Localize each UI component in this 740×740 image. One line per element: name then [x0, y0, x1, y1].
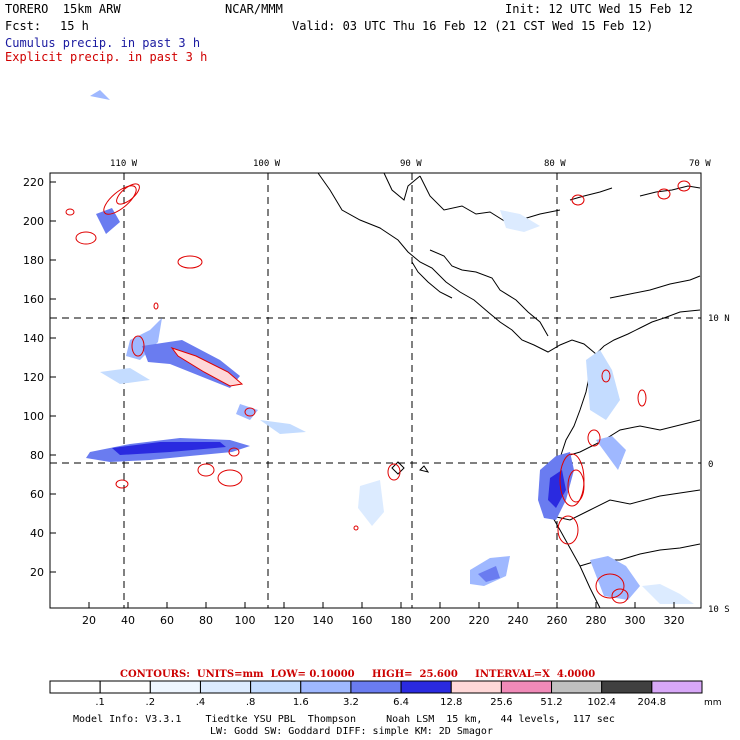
- model-title: TORERO 15km ARW: [5, 2, 121, 16]
- lon-label-80w: 80 W: [544, 159, 566, 169]
- colorbar-label: 102.4: [587, 697, 616, 708]
- svg-text:160: 160: [352, 614, 373, 627]
- svg-text:260: 260: [547, 614, 568, 627]
- colorbar-swatch: [450, 680, 502, 694]
- svg-text:140: 140: [23, 332, 44, 345]
- colorbar-swatch: [250, 680, 302, 694]
- init-time: Init: 12 UTC Wed 15 Feb 12: [505, 2, 693, 16]
- colorbar-unit: mm: [704, 698, 722, 708]
- svg-text:200: 200: [23, 215, 44, 228]
- svg-text:40: 40: [30, 527, 44, 540]
- colorbar-swatch: [551, 680, 603, 694]
- colorbar-label: .8: [246, 697, 256, 708]
- svg-text:240: 240: [508, 614, 529, 627]
- colorbar-swatch: [500, 680, 553, 694]
- svg-text:200: 200: [430, 614, 451, 627]
- colorbar-label: 12.8: [440, 697, 462, 708]
- colorbar-swatch: [99, 680, 151, 694]
- svg-text:320: 320: [664, 614, 685, 627]
- svg-text:160: 160: [23, 293, 44, 306]
- svg-text:180: 180: [23, 254, 44, 267]
- lat-label-10n: 10 N: [708, 314, 730, 324]
- fcst-label: Fcst:: [5, 19, 42, 33]
- colorbar-swatch: [350, 680, 402, 694]
- lon-label-100w: 100 W: [253, 159, 281, 169]
- svg-text:220: 220: [469, 614, 490, 627]
- svg-text:40: 40: [121, 614, 135, 627]
- svg-text:100: 100: [235, 614, 256, 627]
- svg-text:20: 20: [82, 614, 96, 627]
- colorbar-label: 25.6: [490, 697, 512, 708]
- svg-text:120: 120: [23, 371, 44, 384]
- colorbar-swatch: [49, 680, 101, 694]
- colorbar-label: 1.6: [293, 697, 309, 708]
- contours-info: CONTOURS: UNITS=mm LOW= 0.10000 HIGH= 25…: [120, 669, 596, 680]
- svg-text:180: 180: [391, 614, 412, 627]
- svg-text:280: 280: [586, 614, 607, 627]
- x-axis-ticks: 20 40 60 80 100 120 140 160 180 200 220 …: [82, 614, 685, 627]
- explicit-label: Explicit precip. in past 3 h: [5, 50, 208, 64]
- colorbar-swatch: [400, 680, 452, 694]
- svg-text:220: 220: [23, 176, 44, 189]
- org-label: NCAR/MMM: [225, 2, 283, 16]
- colorbar-label: .1: [95, 697, 105, 708]
- svg-text:120: 120: [274, 614, 295, 627]
- colorbar-label: 204.8: [638, 697, 667, 708]
- lat-label-0: 0: [708, 460, 713, 470]
- svg-text:80: 80: [30, 449, 44, 462]
- colorbar-label: .2: [146, 697, 156, 708]
- lon-label-90w: 90 W: [400, 159, 422, 169]
- colorbar-label: 3.2: [343, 697, 359, 708]
- svg-text:100: 100: [23, 410, 44, 423]
- explicit-precip-contours: [65, 180, 691, 604]
- colorbar-label: .4: [196, 697, 206, 708]
- footer-physics-info: LW: Godd SW: Goddard DIFF: simple KM: 2D…: [210, 726, 493, 737]
- colorbar-swatch: [601, 680, 653, 694]
- grid-lines: [50, 173, 701, 608]
- lon-label-70w: 70 W: [689, 159, 711, 169]
- colorbar: [49, 680, 703, 694]
- footer-model-info: Model Info: V3.3.1 Tiedtke YSU PBL Thomp…: [73, 714, 615, 725]
- colorbar-label: 51.2: [540, 697, 562, 708]
- map-frame: [49, 172, 702, 609]
- svg-text:140: 140: [313, 614, 334, 627]
- colorbar-label: 6.4: [393, 697, 409, 708]
- lon-label-110w: 110 W: [110, 159, 138, 169]
- cumulus-label: Cumulus precip. in past 3 h: [5, 36, 201, 50]
- valid-time: Valid: 03 UTC Thu 16 Feb 12 (21 CST Wed …: [292, 19, 654, 33]
- svg-text:80: 80: [199, 614, 213, 627]
- svg-text:60: 60: [160, 614, 174, 627]
- fcst-value: 15 h: [60, 19, 89, 33]
- lat-label-10s: 10 S: [708, 605, 730, 615]
- colorbar-swatch: [651, 680, 703, 694]
- colorbar-swatch: [300, 680, 352, 694]
- svg-text:60: 60: [30, 488, 44, 501]
- colorbar-swatch: [199, 680, 252, 694]
- svg-text:20: 20: [30, 566, 44, 579]
- colorbar-labels: .1 .2 .4 .8 1.6 3.2 6.4 12.8 25.6 51.2 102.4 204.8: [95, 697, 666, 708]
- svg-text:300: 300: [625, 614, 646, 627]
- y-axis-ticks: 220 200 180 160 140 120 100 80 60 40 20: [23, 176, 44, 579]
- colorbar-swatch: [149, 680, 201, 694]
